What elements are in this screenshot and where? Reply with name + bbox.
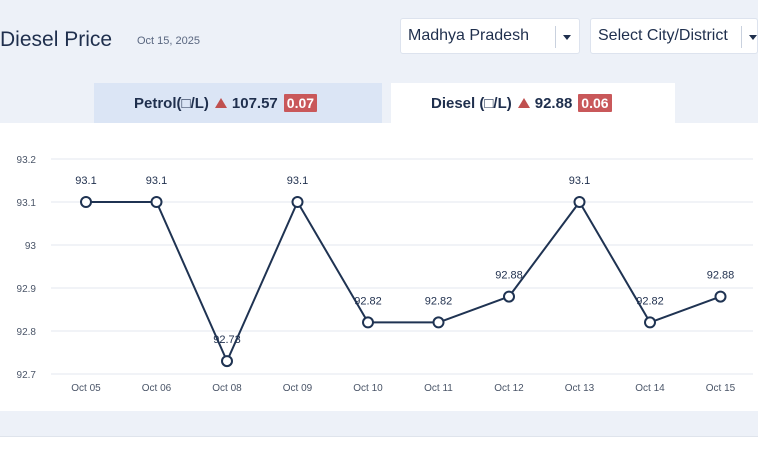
footer-strip bbox=[0, 437, 758, 455]
state-select[interactable]: Madhya Pradesh bbox=[400, 18, 580, 54]
y-tick-label: 92.7 bbox=[17, 370, 37, 381]
tab-diesel-price: 92.88 bbox=[534, 94, 573, 112]
y-tick-label: 92.9 bbox=[17, 284, 37, 295]
chevron-down-icon[interactable] bbox=[563, 35, 571, 40]
data-label: 93.1 bbox=[569, 175, 590, 187]
data-label: 92.73 bbox=[213, 334, 241, 346]
price-change-badge: 0.06 bbox=[578, 94, 612, 112]
x-tick-label: Oct 08 bbox=[212, 383, 242, 394]
price-change-badge: 0.07 bbox=[283, 94, 318, 112]
data-point bbox=[573, 196, 586, 208]
city-select-value: Select City/District bbox=[598, 27, 728, 44]
trend-up-icon bbox=[214, 98, 227, 108]
data-point bbox=[432, 316, 445, 329]
price-line-chart: 92.7 92.8 92.9 93 93.1 93.2 Oct 05 Oct 06 Oct 08… bbox=[17, 155, 753, 394]
data-label: 93.1 bbox=[146, 175, 167, 187]
price-date: Oct 15, 2025 bbox=[137, 35, 200, 47]
tab-diesel[interactable]: Diesel (□/L) 92.88 0.06 bbox=[391, 83, 675, 123]
city-select-divider bbox=[741, 26, 742, 48]
x-tick-label: Oct 10 bbox=[353, 383, 383, 394]
tab-petrol-price: 107.57 bbox=[231, 94, 278, 112]
y-tick-label: 92.8 bbox=[17, 327, 37, 338]
x-tick-label: Oct 12 bbox=[494, 383, 524, 394]
tab-diesel-label: Diesel (□/L) bbox=[431, 94, 512, 112]
data-point bbox=[150, 196, 163, 208]
page-title: Diesel Price bbox=[0, 28, 113, 51]
x-tick-label: Oct 15 bbox=[706, 383, 736, 394]
data-label: 92.88 bbox=[707, 270, 735, 282]
city-select[interactable]: Select City/District bbox=[590, 18, 758, 54]
data-label: 93.1 bbox=[75, 175, 96, 187]
y-tick-label: 93.2 bbox=[17, 155, 37, 166]
data-point bbox=[221, 355, 233, 368]
tab-petrol[interactable]: Petrol(□/L) 107.57 0.07 bbox=[94, 83, 382, 123]
x-tick-label: Oct 09 bbox=[283, 383, 313, 394]
data-point bbox=[80, 196, 92, 208]
data-label: 92.82 bbox=[354, 295, 382, 307]
x-tick-label: Oct 11 bbox=[424, 383, 453, 394]
price-chart-panel: 92.7 92.8 92.9 93 93.1 93.2 Oct 05 Oct 06 Oct 08… bbox=[0, 123, 758, 411]
chevron-down-icon[interactable] bbox=[749, 35, 757, 40]
data-point bbox=[362, 316, 374, 329]
y-tick-label: 93.1 bbox=[17, 198, 37, 209]
x-tick-label: Oct 14 bbox=[635, 383, 665, 394]
divider bbox=[0, 436, 758, 437]
series-line bbox=[86, 201, 721, 363]
trend-up-icon bbox=[517, 98, 530, 108]
data-point bbox=[644, 316, 656, 329]
tab-petrol-label: Petrol(□/L) bbox=[134, 94, 209, 112]
data-point bbox=[291, 196, 304, 208]
x-tick-label: Oct 05 bbox=[71, 383, 101, 394]
state-select-value: Madhya Pradesh bbox=[408, 27, 529, 44]
x-tick-label: Oct 13 bbox=[565, 383, 595, 394]
data-point bbox=[503, 290, 515, 303]
data-label: 93.1 bbox=[287, 175, 308, 187]
x-tick-label: Oct 06 bbox=[142, 383, 172, 394]
data-label: 92.88 bbox=[495, 270, 523, 282]
data-point bbox=[714, 290, 727, 303]
y-tick-label: 93 bbox=[25, 241, 37, 252]
data-label: 92.82 bbox=[425, 295, 453, 307]
data-label: 92.82 bbox=[636, 295, 664, 307]
page-header: Diesel Price Oct 15, 2025 Madhya Pradesh… bbox=[0, 0, 758, 82]
state-select-divider bbox=[555, 26, 556, 48]
